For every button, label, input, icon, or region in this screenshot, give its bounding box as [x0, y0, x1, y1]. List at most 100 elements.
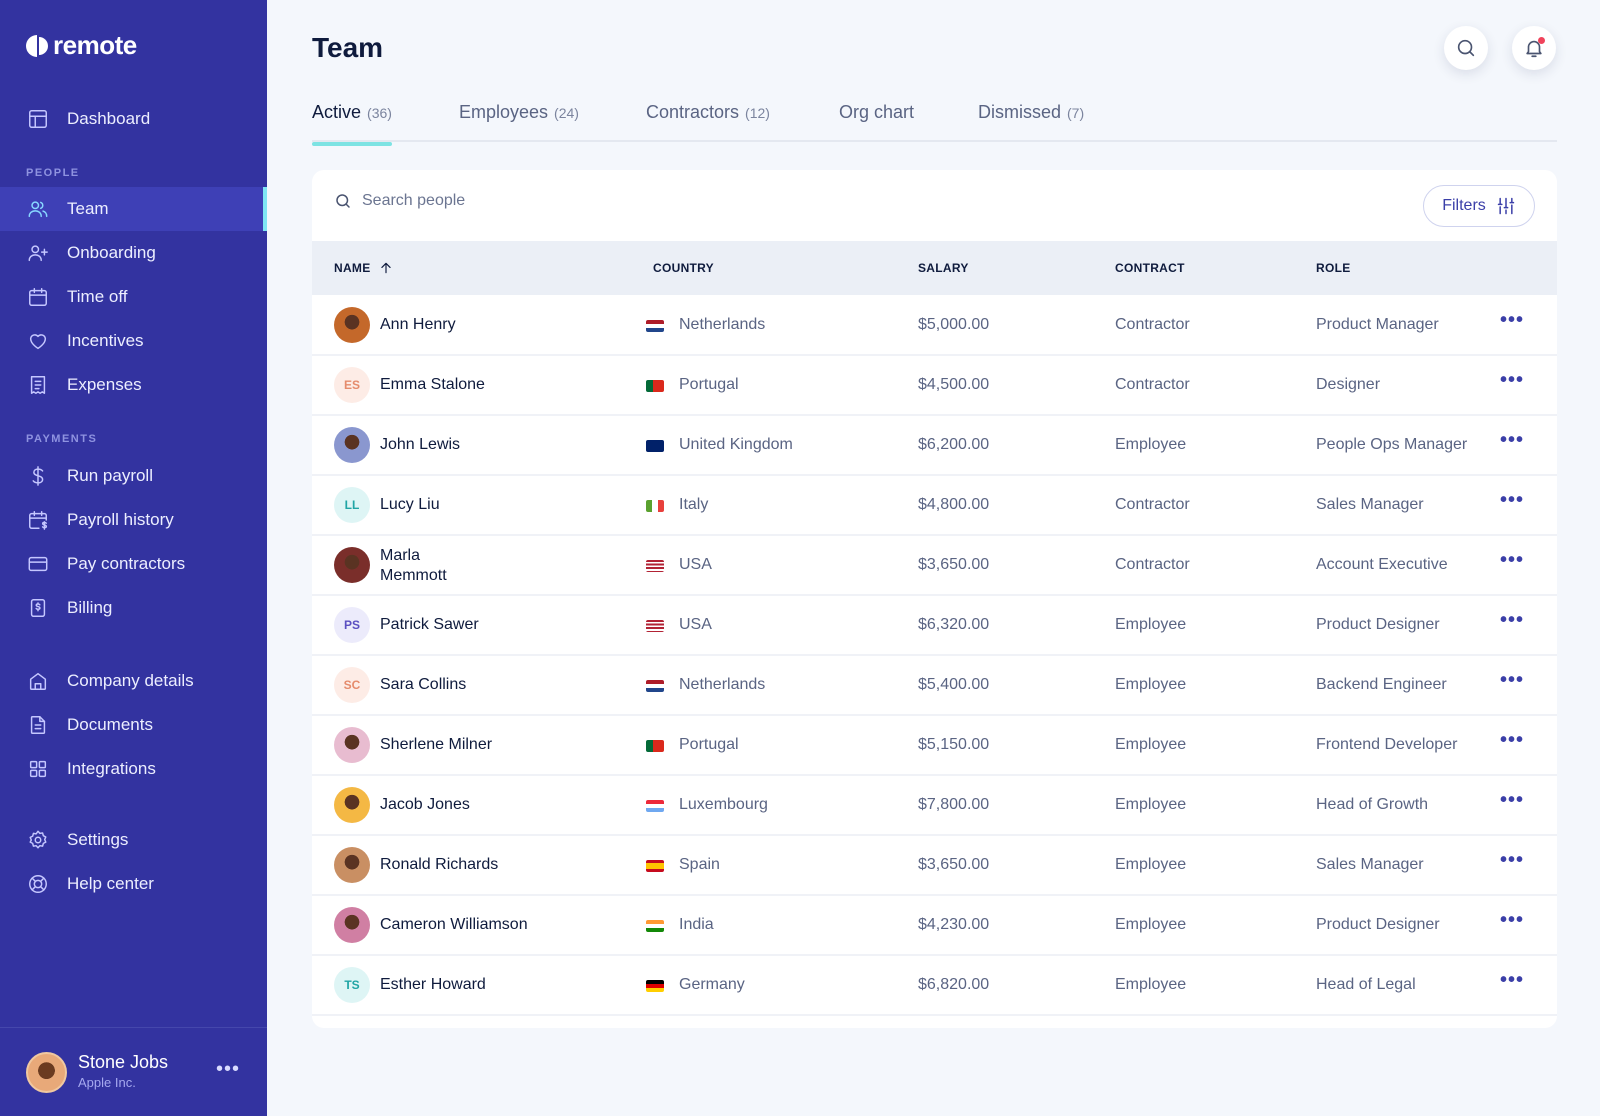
sidebar-item-documents[interactable]: Documents	[0, 703, 267, 747]
column-label: ROLE	[1316, 261, 1351, 275]
person-name[interactable]: John Lewis	[380, 436, 461, 453]
role: Backend Engineer	[1316, 676, 1447, 693]
row-more-options-icon[interactable]: •••	[1500, 669, 1525, 691]
avatar	[26, 1052, 67, 1093]
role: Designer	[1316, 376, 1381, 393]
search-icon	[1457, 39, 1475, 57]
sidebar-item-pay-contractors[interactable]: Pay contractors	[0, 542, 267, 586]
sidebar-item-integrations[interactable]: Integrations	[0, 747, 267, 791]
person-name[interactable]: Sherlene Milner	[380, 736, 493, 753]
person-name[interactable]: Ann Henry	[380, 316, 456, 333]
flag-lu-icon	[646, 800, 664, 812]
table-row[interactable]: LL Lucy Liu Italy $4,800.00 Contractor Sales …	[312, 475, 1557, 536]
avatar	[334, 847, 370, 883]
search-button[interactable]	[1444, 26, 1488, 70]
person-name[interactable]: Marla Memmott	[380, 547, 447, 584]
row-more-options-icon[interactable]: •••	[1500, 909, 1525, 931]
flag-gb-icon	[646, 440, 664, 452]
table-row[interactable]: PS Patrick Sawer USA $6,320.00 Employee Produ…	[312, 595, 1557, 656]
filters-label: Filters	[1442, 197, 1486, 214]
section-label-people: PEOPLE	[26, 167, 80, 179]
person-name[interactable]: Lucy Liu	[380, 496, 440, 513]
column-header-country[interactable]: COUNTRY	[653, 261, 714, 275]
person-name[interactable]: Cameron Williamson	[380, 916, 528, 933]
sidebar-item-time-off[interactable]: Time off	[0, 275, 267, 319]
remote-logo[interactable]: remote	[26, 30, 137, 61]
sidebar-item-expenses[interactable]: Expenses	[0, 363, 267, 407]
sidebar-item-label: Pay contractors	[67, 554, 186, 573]
user-plus-icon	[26, 241, 50, 265]
salary: $5,400.00	[918, 676, 990, 693]
avatar: PS	[334, 607, 370, 643]
tab-contractors[interactable]: Contractors (12)	[646, 102, 770, 142]
search-input[interactable]	[362, 192, 662, 210]
tab-dismissed[interactable]: Dismissed (7)	[978, 102, 1084, 142]
notifications-button[interactable]	[1512, 26, 1556, 70]
page-title: Team	[312, 32, 384, 63]
person-name[interactable]: Emma Stalone	[380, 376, 485, 393]
person-name[interactable]: Ronald Richards	[380, 856, 499, 873]
row-more-options-icon[interactable]: •••	[1500, 429, 1525, 451]
sidebar-item-dashboard[interactable]: Dashboard	[0, 97, 267, 141]
column-header-salary[interactable]: SALARY	[918, 261, 969, 275]
person-name[interactable]: Sara Collins	[380, 676, 467, 693]
role: Account Executive	[1316, 556, 1448, 573]
document-icon	[26, 713, 50, 737]
sidebar-item-payroll-history[interactable]: Payroll history	[0, 498, 267, 542]
row-more-options-icon[interactable]: •••	[1500, 309, 1525, 331]
sidebar-item-settings[interactable]: Settings	[0, 818, 267, 862]
sidebar-item-onboarding[interactable]: Onboarding	[0, 231, 267, 275]
table-row[interactable]: Marla Memmott USA $3,650.00 Contractor Accou…	[312, 535, 1557, 596]
person-name[interactable]: Jacob Jones	[380, 796, 470, 813]
sidebar-item-billing[interactable]: Billing	[0, 586, 267, 630]
table-row[interactable]: TS Esther Howard Germany $6,820.00 Employee H…	[312, 955, 1557, 1016]
row-more-options-icon[interactable]: •••	[1500, 849, 1525, 871]
receipt-icon	[26, 373, 50, 397]
tab-employees[interactable]: Employees (24)	[459, 102, 579, 142]
table-row[interactable]: Ronald Richards Spain $3,650.00 Employee Sal…	[312, 835, 1557, 896]
sidebar-item-label: Expenses	[67, 375, 142, 394]
table-row[interactable]: Ann Henry Netherlands $5,000.00 Contractor P…	[312, 295, 1557, 356]
sidebar-item-label: Settings	[67, 830, 129, 849]
sidebar-item-help-center[interactable]: Help center	[0, 862, 267, 906]
table-row[interactable]: John Lewis United Kingdom $6,200.00 Employe…	[312, 415, 1557, 476]
person-name[interactable]: Patrick Sawer	[380, 616, 479, 633]
salary: $3,650.00	[918, 556, 990, 573]
column-header-role[interactable]: ROLE	[1316, 261, 1351, 275]
row-more-options-icon[interactable]: •••	[1500, 789, 1525, 811]
more-options-icon[interactable]: •••	[216, 1058, 241, 1080]
bell-icon	[1526, 40, 1542, 58]
tab-org-chart[interactable]: Org chart	[839, 102, 914, 142]
table-row[interactable]: SC Sara Collins Netherlands $5,400.00 Employ…	[312, 655, 1557, 716]
tab-active[interactable]: Active (36)	[312, 102, 392, 146]
country: Netherlands	[679, 676, 766, 693]
row-more-options-icon[interactable]: •••	[1500, 549, 1525, 571]
column-header-name[interactable]: NAME	[334, 261, 393, 275]
country: Portugal	[679, 376, 739, 393]
table-row[interactable]: Sherlene Milner Portugal $5,150.00 Employee…	[312, 715, 1557, 776]
sidebar-item-run-payroll[interactable]: Run payroll	[0, 454, 267, 498]
row-more-options-icon[interactable]: •••	[1500, 609, 1525, 631]
sidebar-item-label: Onboarding	[67, 243, 156, 262]
sidebar-item-company-details[interactable]: Company details	[0, 659, 267, 703]
users-icon	[26, 197, 50, 221]
row-more-options-icon[interactable]: •••	[1500, 369, 1525, 391]
column-header-contract[interactable]: CONTRACT	[1115, 261, 1185, 275]
sidebar-item-incentives[interactable]: Incentives	[0, 319, 267, 363]
search-field[interactable]	[334, 192, 662, 210]
role: Sales Manager	[1316, 496, 1424, 513]
user-profile[interactable]: Stone Jobs Apple Inc. •••	[0, 1027, 267, 1116]
table-row[interactable]: Jacob Jones Luxembourg $7,800.00 Employee He…	[312, 775, 1557, 836]
person-name[interactable]: Esther Howard	[380, 976, 486, 993]
row-more-options-icon[interactable]: •••	[1500, 729, 1525, 751]
calendar-icon	[26, 285, 50, 309]
table-row[interactable]: ES Emma Stalone Portugal $4,500.00 Contracto…	[312, 355, 1557, 416]
sidebar-item-team[interactable]: Team	[0, 187, 267, 231]
table-row[interactable]: Cameron Williamson India $4,230.00 Employee…	[312, 895, 1557, 956]
filters-button[interactable]: Filters	[1423, 185, 1535, 227]
brand-name: remote	[53, 30, 137, 60]
row-more-options-icon[interactable]: •••	[1500, 969, 1525, 991]
role: Product Designer	[1316, 616, 1440, 633]
row-more-options-icon[interactable]: •••	[1500, 489, 1525, 511]
flag-us-icon	[646, 620, 664, 632]
